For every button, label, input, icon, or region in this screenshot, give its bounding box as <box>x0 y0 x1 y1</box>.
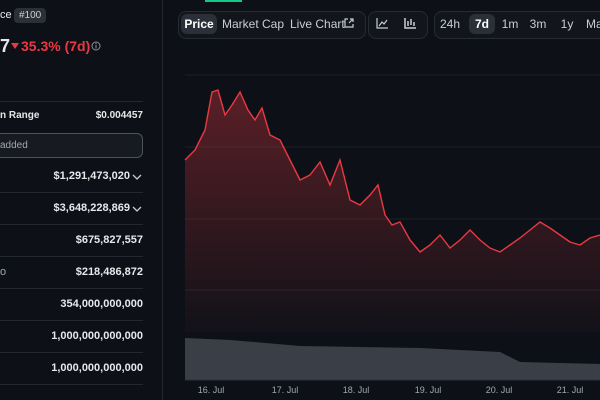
panel-divider <box>162 0 163 400</box>
x-tick-label: 18. Jul <box>342 385 370 395</box>
stat-value: 1,000,000,000,000 <box>51 362 143 374</box>
divider <box>0 192 143 193</box>
chart-tab[interactable]: Live Chart <box>290 17 345 31</box>
volume-bars <box>185 338 600 380</box>
info-icon <box>91 41 101 51</box>
stat-value: $675,827,557 <box>75 234 143 246</box>
x-tick-label: 17. Jul <box>271 385 299 395</box>
price-area <box>185 90 600 332</box>
stat-label: o <box>0 266 7 278</box>
x-tick-label: 16. Jul <box>197 385 225 395</box>
period-tab[interactable]: 7d <box>469 14 495 34</box>
range-label: n Range <box>0 110 40 121</box>
coin-name: ce <box>0 9 12 21</box>
divider <box>0 224 143 225</box>
x-tick-label: 20. Jul <box>485 385 513 395</box>
chevron[interactable] <box>132 206 142 212</box>
divider <box>0 352 143 353</box>
watchlist-text: added <box>0 140 28 151</box>
stat-value: $3,648,228,869 <box>53 202 130 214</box>
period-tab[interactable]: 1y <box>560 17 574 31</box>
tab-underline <box>205 0 242 2</box>
stat-value: 354,000,000,000 <box>60 298 143 310</box>
price: 7 <box>0 36 11 56</box>
chart-tab[interactable]: Price <box>181 14 217 34</box>
price-line <box>184 89 600 253</box>
period-tabs <box>434 11 600 39</box>
stat-value: 1,000,000,000,000 <box>51 330 143 342</box>
period-tab[interactable]: 1m <box>501 17 519 31</box>
stat-value: $218,486,872 <box>75 266 143 278</box>
divider <box>0 320 143 321</box>
chart-tab[interactable]: Market Cap <box>221 17 285 31</box>
x-tick-label: 21. Jul <box>556 385 584 395</box>
chevron[interactable] <box>132 174 142 180</box>
line-icon[interactable] <box>376 18 388 29</box>
period-tab[interactable]: 24h <box>439 17 461 31</box>
price-change: 35.3% (7d) <box>21 38 91 54</box>
divider <box>0 384 143 385</box>
down-arrow <box>11 43 19 49</box>
period-tab[interactable]: Ma <box>586 17 600 31</box>
stat-value: $1,291,473,020 <box>53 170 130 182</box>
divider <box>0 288 143 289</box>
watchlist-box[interactable] <box>0 133 143 158</box>
divider <box>0 101 143 102</box>
rank-badge: #100 <box>14 8 47 23</box>
period-tab[interactable]: 3m <box>529 17 547 31</box>
chart-type <box>368 11 428 39</box>
range-value: $0.004457 <box>95 110 143 121</box>
external-icon <box>344 18 354 28</box>
candle-icon[interactable] <box>404 18 416 29</box>
x-tick-label: 19. Jul <box>414 385 442 395</box>
divider <box>0 256 143 257</box>
